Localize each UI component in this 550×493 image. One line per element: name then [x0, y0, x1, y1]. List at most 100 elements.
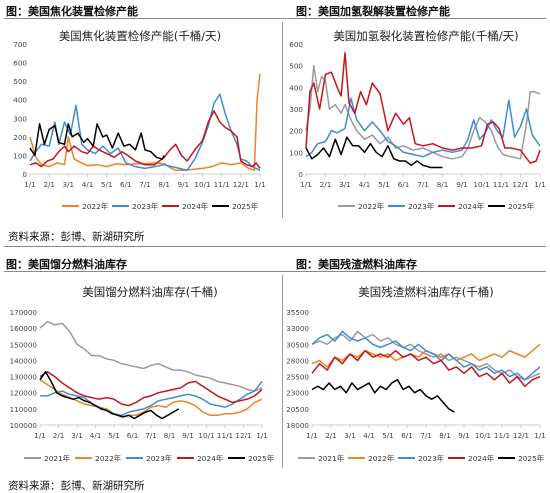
legend-label: 2024年 [182, 202, 209, 211]
x-tick-label: 8/1 [158, 180, 170, 189]
y-tick-label: 30500 [286, 340, 309, 349]
y-tick-label: 100 [289, 148, 303, 157]
x-tick-label: 7/1 [417, 180, 429, 189]
legend-label: 2023年 [146, 454, 173, 463]
column-divider-bottom [282, 275, 283, 468]
y-tick-label: 20500 [286, 405, 309, 414]
x-tick-label: 3/1 [339, 180, 351, 189]
legend-label: 2021年 [44, 454, 71, 463]
x-tick-label: 2/1 [325, 431, 337, 440]
series-line-2023年 [311, 330, 541, 381]
x-tick-label: 3/1 [63, 180, 75, 189]
x-tick-label: 5/1 [108, 431, 120, 440]
legend-label: 2022年 [82, 202, 109, 211]
legend-label: 2024年 [197, 454, 224, 463]
series-line-2024年 [29, 110, 261, 169]
source-note-bottom: 资料来源：彭博、新湖研究所 [8, 480, 145, 492]
x-tick-label: 1/1 [34, 431, 46, 440]
x-tick-label: 2/1 [53, 431, 65, 440]
x-tick-label: 12/1 [513, 431, 529, 440]
x-tick-label: 5/1 [101, 180, 113, 189]
figure-rule-top [4, 18, 546, 19]
y-tick-label: 25500 [286, 373, 309, 382]
x-tick-label: 5/1 [378, 180, 390, 189]
chart-title: 美国加氢裂化装置检修产能(千桶/天) [333, 29, 518, 43]
legend-label: 2025年 [248, 454, 275, 463]
y-tick-label: 28000 [286, 356, 309, 365]
legend-label: 2022年 [95, 454, 122, 463]
x-tick-label: 5/1 [382, 431, 394, 440]
x-tick-label: 10/1 [475, 431, 491, 440]
x-tick-label: 6/1 [398, 180, 410, 189]
legend-label: 2022年 [358, 202, 385, 211]
legend-label: 2021年 [318, 454, 345, 463]
x-tick-label: 4/1 [363, 431, 375, 440]
legend-label: 2023年 [132, 202, 159, 211]
y-tick-label: 600 [289, 40, 303, 49]
x-tick-label: 8/1 [439, 431, 451, 440]
x-tick-label: 10/1 [194, 180, 210, 189]
x-tick-label: 6/1 [401, 431, 413, 440]
x-tick-label: 11/1 [493, 180, 509, 189]
legend-label: 2025年 [518, 454, 545, 463]
x-tick-label: 9/1 [178, 180, 190, 189]
x-tick-label: 11/1 [494, 431, 510, 440]
y-tick-label: 200 [13, 133, 27, 142]
x-tick-label: 9/1 [456, 180, 468, 189]
x-tick-label: 6/1 [127, 431, 139, 440]
y-tick-label: 150000 [10, 340, 38, 349]
x-tick-label: 4/1 [359, 180, 371, 189]
x-tick-label: 9/1 [182, 431, 194, 440]
series-line-2022年 [311, 343, 541, 368]
y-tick-label: 110000 [10, 405, 38, 414]
x-tick-label: 1/1 [306, 431, 318, 440]
y-tick-label: 500 [13, 77, 27, 86]
y-tick-label: 35500 [286, 308, 309, 317]
series-line-2022年 [39, 379, 263, 418]
series-line-2025年 [311, 379, 455, 413]
x-tick-label: 4/1 [82, 180, 94, 189]
y-tick-label: 500 [289, 62, 303, 71]
column-divider-top [282, 22, 283, 218]
y-tick-label: 33000 [286, 324, 309, 333]
series-line-2022年 [29, 73, 261, 172]
y-tick-label: 400 [289, 83, 303, 92]
legend-label: 2024年 [458, 202, 485, 211]
y-tick-label: 18000 [286, 421, 309, 430]
figure-title-coker: 图：美国焦化装置检修产能 [6, 5, 138, 18]
x-tick-label: 12/1 [512, 180, 528, 189]
x-tick-label: 1/1 [534, 180, 546, 189]
series-line-2024年 [39, 370, 263, 407]
y-tick-label: 0 [22, 170, 27, 179]
chart-title: 美国残渣燃料油库存(千桶) [358, 285, 493, 299]
figure-rule-bottom [4, 271, 546, 272]
series-line-2023年 [29, 93, 261, 172]
x-tick-label: 2/1 [320, 180, 332, 189]
chart-title: 美国馏分燃料油库存(千桶) [82, 285, 217, 299]
legend-label: 2025年 [508, 202, 535, 211]
y-tick-label: 130000 [10, 373, 38, 382]
series-line-2024年 [305, 51, 541, 164]
x-tick-label: 6/1 [120, 180, 132, 189]
x-tick-label: 1/1 [300, 180, 312, 189]
y-tick-label: 700 [13, 40, 27, 49]
series-line-2025年 [305, 136, 443, 169]
x-tick-label: 7/1 [145, 431, 157, 440]
x-tick-label: 3/1 [71, 431, 83, 440]
x-tick-label: 7/1 [139, 180, 151, 189]
y-tick-label: 160000 [10, 324, 38, 333]
y-tick-label: 300 [13, 114, 27, 123]
section-rule-middle [4, 246, 546, 247]
source-note-top: 资料来源：彭博、新湖研究所 [8, 231, 145, 243]
x-tick-label: 10/1 [473, 180, 489, 189]
y-tick-label: 100 [13, 151, 27, 160]
y-tick-label: 600 [13, 59, 27, 68]
y-tick-label: 0 [298, 170, 303, 179]
series-line-2023年 [40, 380, 263, 417]
x-tick-label: 1/1 [24, 180, 36, 189]
y-tick-label: 23000 [286, 389, 309, 398]
y-tick-label: 400 [13, 96, 27, 105]
x-tick-label: 8/1 [437, 180, 449, 189]
